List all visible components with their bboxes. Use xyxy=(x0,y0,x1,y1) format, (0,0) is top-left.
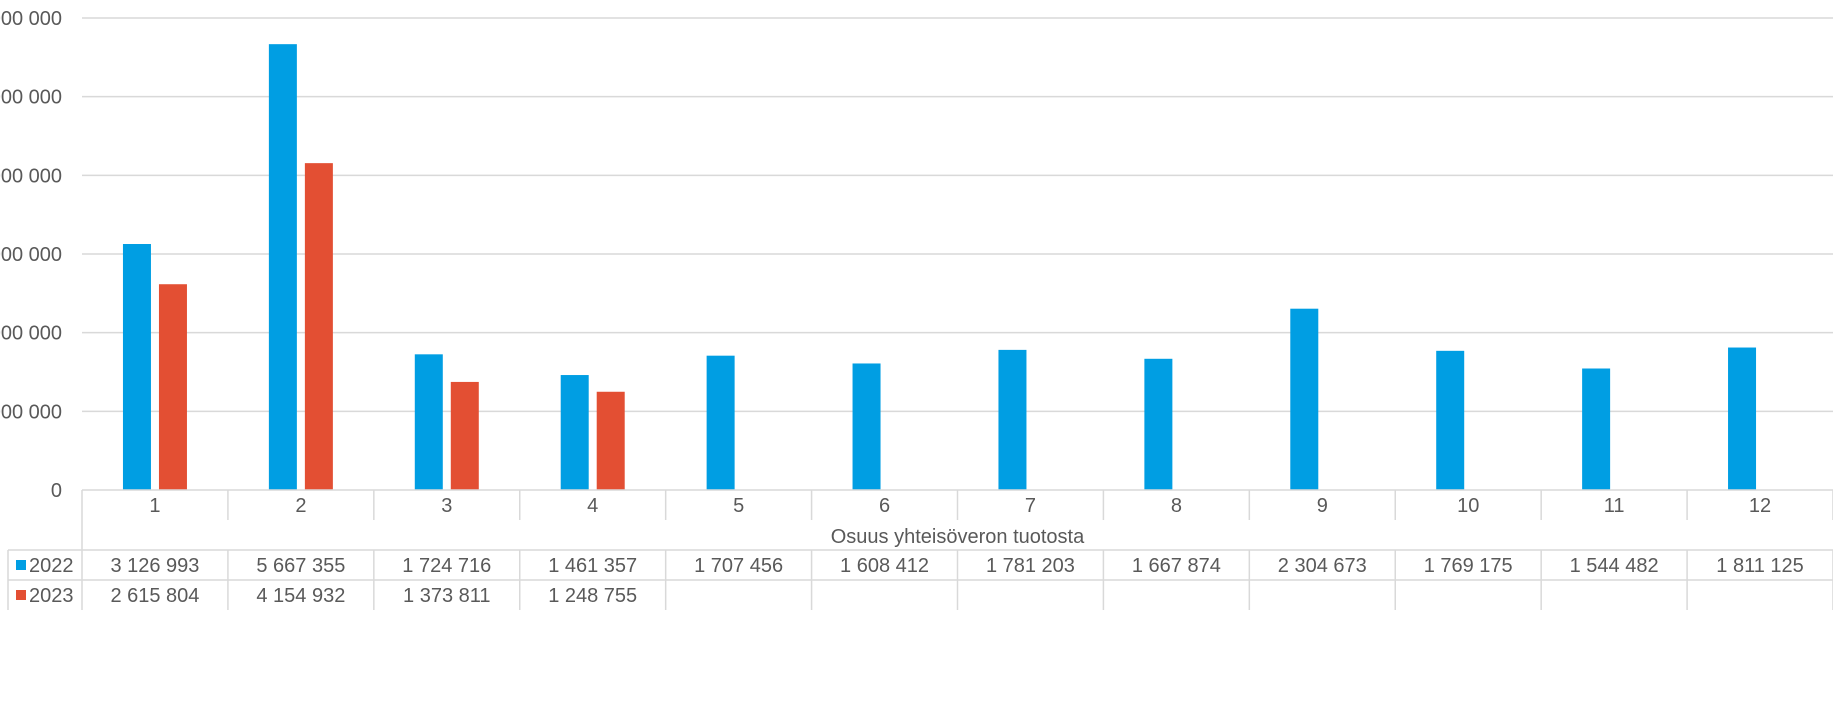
y-tick-label: 4 000 000 xyxy=(0,165,62,187)
legend-swatch-2022 xyxy=(16,560,26,570)
y-tick-label: 0 xyxy=(51,480,62,502)
bar-2022-7 xyxy=(998,349,1027,490)
x-axis: 1 2 3 4 5 6 7 8 9 10 11 12 xyxy=(81,489,1833,520)
bars xyxy=(122,44,1757,491)
bar-2023-2 xyxy=(304,163,333,490)
legend-label-2023: 2023 xyxy=(29,585,74,607)
table-value: 1 373 811 xyxy=(403,585,491,607)
bar-2023-3 xyxy=(450,381,479,490)
x-tick-label: 5 xyxy=(733,495,744,517)
bar-2022-5 xyxy=(706,355,735,490)
table-value: 1 781 203 xyxy=(986,555,1075,577)
y-tick-label: 5 000 000 xyxy=(0,87,62,109)
y-tick-label: 6 000 000 xyxy=(0,8,62,30)
data-table: 2022 3 126 993 5 667 355 1 724 716 1 461 357… xyxy=(7,520,1833,610)
x-tick-label: 9 xyxy=(1317,495,1328,517)
x-tick-label: 1 xyxy=(149,495,160,517)
table-value: 4 154 932 xyxy=(256,585,345,607)
y-tick-label: 2 000 000 xyxy=(0,323,62,345)
gridlines xyxy=(82,17,1833,413)
table-value: 1 248 755 xyxy=(548,585,637,607)
table-value: 2 304 673 xyxy=(1278,555,1367,577)
x-tick-label: 2 xyxy=(295,495,306,517)
table-value: 2 615 804 xyxy=(110,585,199,607)
bar-2023-4 xyxy=(596,391,625,490)
table-value: 3 126 993 xyxy=(110,555,199,577)
bar-2022-10 xyxy=(1436,350,1465,490)
x-tick-label: 8 xyxy=(1171,495,1182,517)
bar-2022-11 xyxy=(1582,368,1611,490)
legend-swatch-2023 xyxy=(16,590,26,600)
bar-2022-8 xyxy=(1144,358,1173,490)
x-tick-label: 4 xyxy=(587,495,598,517)
table-value: 1 811 125 xyxy=(1716,555,1804,577)
bar-2022-2 xyxy=(268,44,297,491)
x-tick-label: 10 xyxy=(1457,495,1479,517)
table-value: 5 667 355 xyxy=(256,555,345,577)
x-tick-label: 12 xyxy=(1749,495,1771,517)
table-value: 1 608 412 xyxy=(840,555,929,577)
table-value: 1 544 482 xyxy=(1570,555,1659,577)
x-tick-label: 3 xyxy=(441,495,452,517)
legend-label-2022: 2022 xyxy=(29,555,74,577)
table-value: 1 707 456 xyxy=(694,555,783,577)
x-tick-label: 6 xyxy=(879,495,890,517)
bar-2022-9 xyxy=(1290,308,1319,490)
x-tick-label: 7 xyxy=(1025,495,1036,517)
table-value: 1 769 175 xyxy=(1424,555,1513,577)
y-tick-label: 1 000 000 xyxy=(0,401,62,423)
table-value: 1 724 716 xyxy=(402,555,491,577)
y-tick-label: 3 000 000 xyxy=(0,244,62,266)
y-axis: 0 1 000 000 2 000 000 3 000 000 4 000 000 5 0… xyxy=(0,8,62,502)
bar-2022-6 xyxy=(852,363,881,490)
bar-2022-3 xyxy=(414,354,443,490)
bar-2022-1 xyxy=(122,244,151,490)
bar-2022-12 xyxy=(1728,347,1757,490)
x-tick-label: 11 xyxy=(1604,495,1625,517)
bar-2022-4 xyxy=(560,375,589,490)
table-value: 1 461 357 xyxy=(548,555,637,577)
bar-2023-1 xyxy=(158,284,187,490)
x-axis-title: Osuus yhteisöveron tuotosta xyxy=(831,526,1085,548)
table-value: 1 667 874 xyxy=(1132,555,1221,577)
